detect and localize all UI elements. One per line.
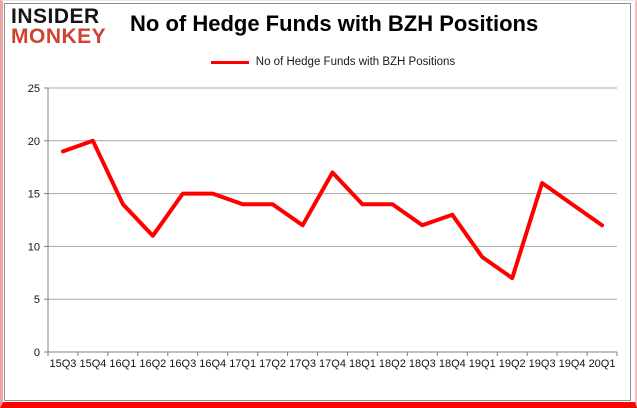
logo-insider-text: INSIDER — [11, 5, 100, 28]
x-axis-label: 19Q3 — [529, 358, 556, 370]
x-axis-label: 17Q3 — [289, 358, 316, 370]
x-axis-label: 15Q3 — [50, 358, 77, 370]
x-axis-label: 18Q2 — [379, 358, 406, 370]
x-axis-label: 16Q2 — [139, 358, 166, 370]
y-axis-label: 0 — [34, 347, 40, 359]
x-axis-label: 20Q1 — [589, 358, 616, 370]
insider-monkey-logo: INSIDER MONKEY — [11, 5, 107, 48]
x-axis-label: 16Q4 — [199, 358, 226, 370]
x-axis-label: 19Q4 — [559, 358, 586, 370]
x-axis-label: 18Q4 — [439, 358, 466, 370]
y-axis-label: 25 — [28, 83, 40, 95]
x-axis-label: 17Q2 — [259, 358, 286, 370]
legend-label: No of Hedge Funds with BZH Positions — [255, 56, 456, 68]
y-axis-label: 10 — [28, 241, 40, 253]
x-axis-label: 17Q1 — [229, 358, 256, 370]
x-axis-label: 15Q4 — [79, 358, 106, 370]
x-axis-label: 18Q3 — [409, 358, 436, 370]
y-axis-label: 15 — [28, 189, 40, 201]
legend-line-swatch — [210, 60, 249, 64]
legend: No of Hedge Funds with BZH Positions — [31, 56, 635, 68]
logo-monkey-text: MONKEY — [11, 24, 107, 48]
x-axis-label: 17Q4 — [319, 358, 346, 370]
x-axis-label: 19Q1 — [469, 358, 496, 370]
y-axis-label: 20 — [28, 136, 40, 148]
data-line — [61, 138, 604, 281]
y-axis-label: 5 — [34, 294, 40, 306]
x-axis-label: 18Q1 — [349, 358, 376, 370]
chart-title: No of Hedge Funds with BZH Positions — [130, 11, 539, 36]
x-axis-label: 19Q2 — [499, 358, 526, 370]
x-axis-label: 16Q1 — [109, 358, 136, 370]
x-axis-label: 16Q3 — [169, 358, 196, 370]
